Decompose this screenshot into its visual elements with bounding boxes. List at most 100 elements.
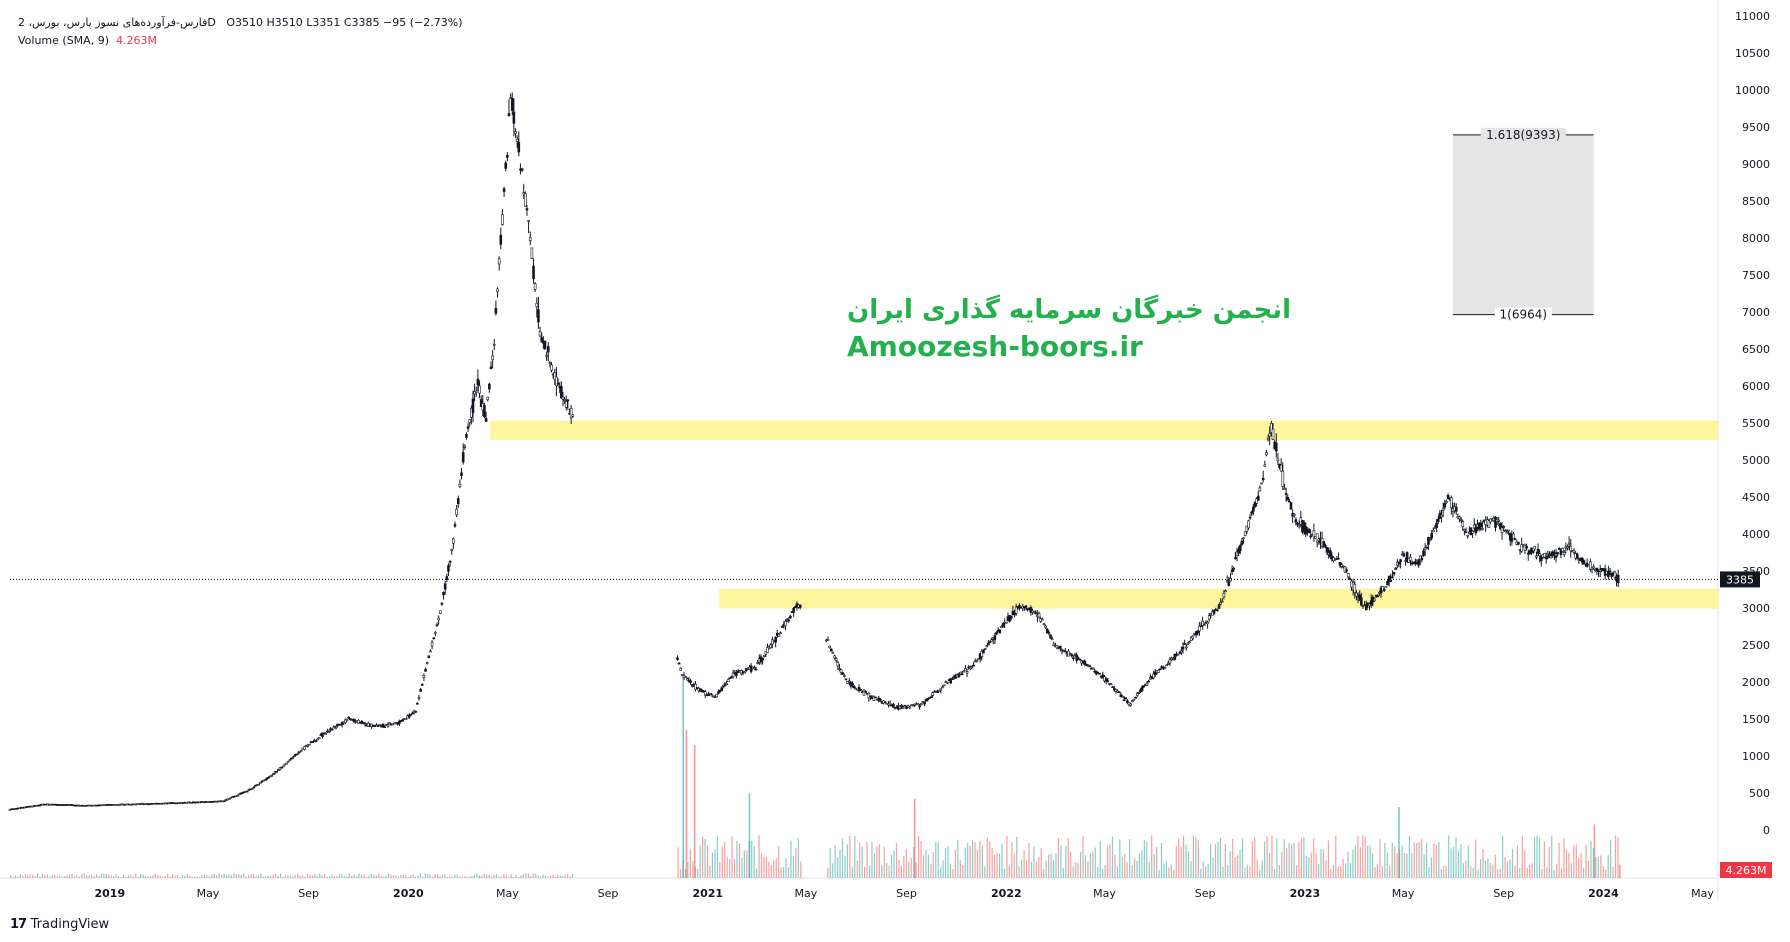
candle-body bbox=[728, 677, 732, 679]
volume-bar bbox=[189, 875, 191, 878]
candle-body bbox=[942, 684, 946, 687]
candle-body bbox=[1554, 555, 1558, 558]
volume-bar bbox=[900, 865, 903, 878]
volume-bar bbox=[1384, 843, 1386, 878]
candle-body bbox=[283, 763, 287, 766]
candle-body bbox=[926, 698, 930, 700]
candle-body bbox=[1543, 553, 1546, 558]
volume-bar bbox=[120, 876, 122, 878]
volume-bar bbox=[1028, 843, 1030, 878]
price-tick-label: 0 bbox=[1763, 824, 1770, 837]
time-axis[interactable]: 2019 May Sep 2020 May Sep 2021 May Sep 2022 May Sep… bbox=[94, 887, 1714, 900]
candle-body bbox=[1037, 613, 1041, 618]
volume-bar bbox=[324, 873, 326, 878]
volume-bar bbox=[527, 873, 529, 878]
candle-body bbox=[677, 662, 681, 665]
volume-bar bbox=[1256, 859, 1258, 878]
volume-bar bbox=[1367, 845, 1369, 878]
volume-bar bbox=[1617, 837, 1619, 878]
candle-body bbox=[1450, 497, 1453, 509]
volume-bar bbox=[1614, 835, 1617, 878]
candle-body bbox=[1459, 519, 1463, 521]
candle-body bbox=[1497, 520, 1501, 522]
volume-bar bbox=[1430, 857, 1433, 878]
candle-body bbox=[929, 696, 933, 698]
candle-body bbox=[267, 776, 270, 779]
volume-bar bbox=[76, 875, 78, 878]
volume-bar bbox=[1421, 838, 1423, 878]
candle-body bbox=[1399, 559, 1402, 563]
candle-body bbox=[407, 715, 411, 718]
price-axis[interactable]: 1100010500100009500900085008000750070006… bbox=[1720, 10, 1772, 878]
volume-bar bbox=[1511, 848, 1514, 878]
volume-bar bbox=[505, 875, 507, 878]
volume-bar bbox=[1423, 854, 1425, 878]
volume-bar bbox=[1158, 869, 1160, 878]
candle-body bbox=[1279, 464, 1283, 472]
candle-body bbox=[1077, 657, 1080, 660]
candle-body bbox=[1346, 573, 1350, 578]
volume-spike bbox=[682, 678, 685, 878]
volume-bar bbox=[699, 845, 701, 878]
volume-bar bbox=[252, 874, 255, 878]
volume-indicator-legend[interactable]: Volume (SMA, 9) 4.263M bbox=[18, 34, 157, 47]
volume-bar bbox=[1268, 853, 1271, 878]
candle-body bbox=[1343, 566, 1347, 573]
candle-body bbox=[936, 691, 939, 694]
volume-bar bbox=[984, 866, 986, 878]
candle-body bbox=[311, 741, 314, 743]
price-tick-label: 10500 bbox=[1735, 47, 1770, 60]
volume-bar bbox=[1435, 844, 1437, 878]
candle-body bbox=[1402, 553, 1406, 557]
volume-bar bbox=[979, 840, 981, 878]
volume-bar bbox=[1185, 844, 1187, 878]
candle-body bbox=[546, 346, 550, 353]
candle-body bbox=[347, 716, 350, 719]
volume-bar bbox=[1413, 842, 1415, 878]
volume-bar bbox=[1173, 869, 1175, 878]
candle-body bbox=[1466, 534, 1469, 537]
volume-bar bbox=[125, 876, 127, 878]
candle-body bbox=[1309, 535, 1312, 538]
candle-body bbox=[306, 744, 310, 747]
volume-bar bbox=[1411, 853, 1413, 878]
candle-body bbox=[458, 483, 462, 487]
candle-body bbox=[1454, 506, 1458, 512]
price-tick-label: 7500 bbox=[1742, 269, 1770, 282]
candle-body bbox=[286, 761, 290, 763]
candle-body bbox=[564, 401, 568, 408]
candle-body bbox=[1533, 546, 1537, 550]
tradingview-logo[interactable]: 17 TradingView bbox=[10, 917, 109, 932]
volume-bar bbox=[1585, 845, 1587, 878]
candle-body bbox=[1489, 518, 1492, 523]
volume-bar bbox=[466, 876, 468, 878]
candle-body bbox=[1096, 671, 1100, 674]
candle-body bbox=[990, 639, 993, 642]
volume-bar bbox=[142, 874, 144, 878]
candle-body bbox=[704, 691, 707, 696]
candle-body bbox=[1559, 550, 1563, 555]
volume-bar bbox=[758, 835, 760, 878]
candle-body bbox=[1265, 451, 1268, 456]
candle-body bbox=[1216, 609, 1219, 612]
volume-bar bbox=[692, 861, 694, 878]
candle-body bbox=[1364, 604, 1368, 611]
time-tick-label: May bbox=[1093, 887, 1116, 900]
candle-body bbox=[1078, 658, 1082, 661]
volume-bar bbox=[1153, 853, 1155, 878]
candle-body bbox=[1294, 519, 1298, 523]
candle-body bbox=[295, 754, 298, 756]
candle-body bbox=[357, 720, 360, 724]
volume-bar bbox=[895, 843, 898, 878]
candle-body bbox=[916, 703, 920, 706]
candle-body bbox=[959, 671, 962, 675]
candle-body bbox=[1276, 458, 1280, 462]
volume-bar bbox=[1222, 866, 1224, 878]
candle-body bbox=[798, 604, 802, 608]
volume-bar bbox=[176, 875, 179, 878]
volume-bar bbox=[1443, 865, 1445, 878]
volume-bar bbox=[461, 876, 463, 878]
volume-bar bbox=[719, 861, 721, 878]
volume-bar bbox=[731, 836, 733, 878]
